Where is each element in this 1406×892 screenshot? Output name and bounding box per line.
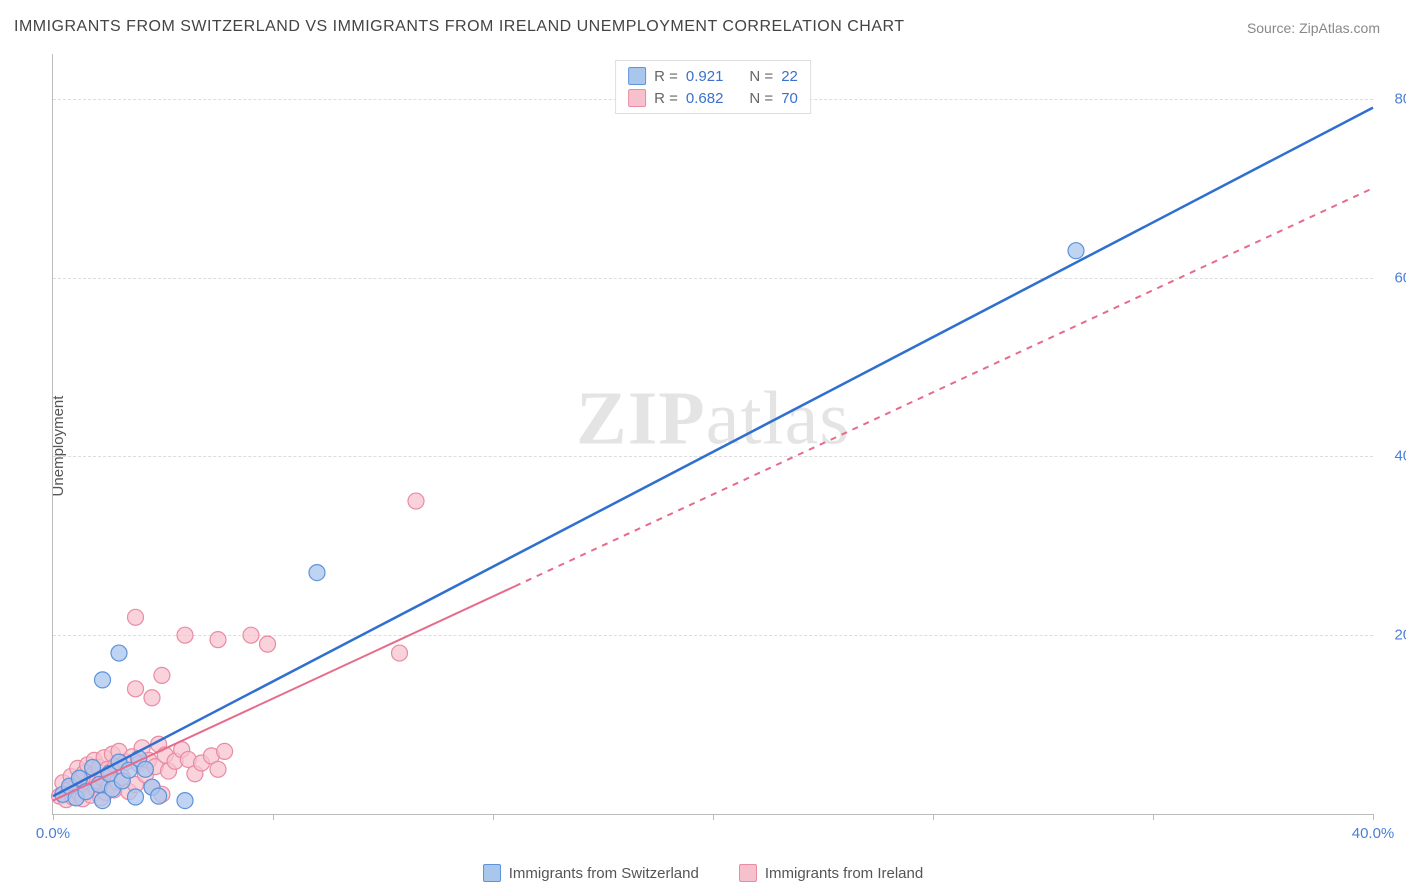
scatter-point bbox=[144, 690, 160, 706]
legend-item-ireland: Immigrants from Ireland bbox=[739, 864, 923, 882]
xtick bbox=[1373, 814, 1374, 820]
xtick bbox=[273, 814, 274, 820]
scatter-point bbox=[210, 761, 226, 777]
swatch-switzerland bbox=[628, 67, 646, 85]
scatter-point bbox=[217, 743, 233, 759]
xtick bbox=[53, 814, 54, 820]
scatter-point bbox=[1068, 243, 1084, 259]
legend-row-switzerland: R = 0.921 N = 22 bbox=[628, 65, 798, 87]
scatter-point bbox=[177, 793, 193, 809]
correlation-legend: R = 0.921 N = 22 R = 0.682 N = 70 bbox=[615, 60, 811, 114]
scatter-point bbox=[177, 627, 193, 643]
scatter-point bbox=[392, 645, 408, 661]
swatch-ireland-bottom bbox=[739, 864, 757, 882]
r-label: R = bbox=[654, 68, 678, 85]
n-value-switzerland: 22 bbox=[781, 68, 798, 85]
plot-svg bbox=[53, 54, 1373, 814]
r-label: R = bbox=[654, 90, 678, 107]
xtick-label: 40.0% bbox=[1352, 825, 1395, 842]
legend-label-ireland: Immigrants from Ireland bbox=[765, 865, 923, 882]
scatter-point bbox=[128, 681, 144, 697]
ytick-label: 20.0% bbox=[1394, 627, 1406, 644]
scatter-point bbox=[210, 632, 226, 648]
scatter-point bbox=[137, 761, 153, 777]
xtick bbox=[1153, 814, 1154, 820]
scatter-point bbox=[309, 565, 325, 581]
scatter-point bbox=[111, 645, 127, 661]
scatter-point bbox=[128, 609, 144, 625]
source-label: Source: ZipAtlas.com bbox=[1247, 20, 1380, 36]
scatter-point bbox=[151, 788, 167, 804]
n-value-ireland: 70 bbox=[781, 90, 798, 107]
swatch-ireland bbox=[628, 89, 646, 107]
xtick-label: 0.0% bbox=[36, 825, 70, 842]
scatter-point bbox=[154, 667, 170, 683]
scatter-point bbox=[260, 636, 276, 652]
n-label: N = bbox=[749, 68, 773, 85]
regression-line-ireland-dashed bbox=[515, 188, 1373, 586]
n-label: N = bbox=[749, 90, 773, 107]
chart-title: IMMIGRANTS FROM SWITZERLAND VS IMMIGRANT… bbox=[14, 18, 905, 36]
regression-line-switzerland bbox=[53, 108, 1373, 796]
scatter-point bbox=[95, 672, 111, 688]
r-value-ireland: 0.682 bbox=[686, 90, 724, 107]
ytick-label: 80.0% bbox=[1394, 90, 1406, 107]
scatter-point bbox=[128, 789, 144, 805]
r-value-switzerland: 0.921 bbox=[686, 68, 724, 85]
xtick bbox=[933, 814, 934, 820]
legend-item-switzerland: Immigrants from Switzerland bbox=[483, 864, 699, 882]
scatter-point bbox=[243, 627, 259, 643]
chart-plot-area: ZIPatlas 20.0%40.0%60.0%80.0%0.0%40.0% R… bbox=[52, 54, 1373, 815]
scatter-point bbox=[408, 493, 424, 509]
regression-line-ireland-solid bbox=[53, 586, 515, 800]
swatch-switzerland-bottom bbox=[483, 864, 501, 882]
ytick-label: 40.0% bbox=[1394, 448, 1406, 465]
legend-label-switzerland: Immigrants from Switzerland bbox=[509, 865, 699, 882]
xtick bbox=[493, 814, 494, 820]
xtick bbox=[713, 814, 714, 820]
legend-row-ireland: R = 0.682 N = 70 bbox=[628, 87, 798, 109]
ytick-label: 60.0% bbox=[1394, 269, 1406, 286]
series-legend: Immigrants from Switzerland Immigrants f… bbox=[0, 864, 1406, 882]
